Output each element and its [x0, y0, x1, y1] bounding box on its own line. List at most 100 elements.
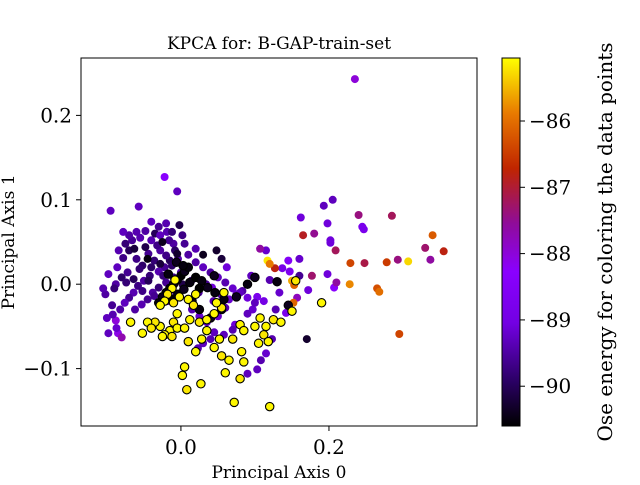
- data-point: [196, 334, 207, 344]
- data-point: [121, 239, 130, 248]
- data-point: [323, 270, 332, 279]
- data-point: [319, 201, 328, 210]
- data-point: [165, 236, 174, 245]
- data-point: [179, 284, 189, 295]
- data-point: [421, 243, 430, 252]
- y-axis: 0.2 0.1 0.0 −0.1: [23, 103, 81, 381]
- data-point: [137, 328, 148, 338]
- data-point: [156, 231, 165, 240]
- data-point: [150, 256, 159, 265]
- data-point: [227, 334, 238, 344]
- data-point: [202, 314, 212, 325]
- data-point: [326, 238, 335, 247]
- data-point: [345, 280, 354, 289]
- data-point: [220, 368, 231, 378]
- data-point: [261, 321, 271, 332]
- data-point: [102, 314, 111, 322]
- data-point: [221, 278, 230, 287]
- data-point: [119, 227, 128, 236]
- data-point: [199, 263, 208, 272]
- data-point: [278, 264, 287, 273]
- data-point: [191, 258, 200, 267]
- data-point: [393, 255, 402, 264]
- data-point: [129, 275, 138, 284]
- data-point: [350, 75, 359, 84]
- y-tick-label: 0.2: [40, 103, 72, 127]
- data-point: [284, 256, 293, 265]
- data-point: [243, 309, 252, 318]
- data-point: [130, 244, 139, 253]
- data-point: [175, 221, 184, 230]
- data-point: [108, 301, 117, 310]
- data-point: [275, 288, 284, 297]
- data-point: [132, 254, 141, 263]
- data-point: [184, 250, 193, 259]
- colorbar-axis: −86 −87 −88 −89 −90: [520, 109, 571, 398]
- data-point: [242, 279, 253, 289]
- data-point: [168, 298, 179, 308]
- data-point: [178, 260, 188, 271]
- data-point: [359, 225, 368, 234]
- data-point: [162, 251, 171, 260]
- data-point: [178, 231, 187, 240]
- data-point: [185, 314, 195, 325]
- data-point: [150, 292, 159, 300]
- data-point: [202, 282, 213, 293]
- data-point: [209, 342, 219, 353]
- data-point: [119, 254, 128, 262]
- data-point: [219, 287, 229, 298]
- data-point: [271, 305, 280, 314]
- data-point: [172, 308, 182, 319]
- data-point: [310, 229, 319, 238]
- y-axis-label: Principal Axis 1: [0, 174, 19, 309]
- x-tick-label: 0.2: [313, 435, 345, 459]
- data-point: [113, 263, 122, 272]
- data-point: [146, 323, 157, 333]
- data-point: [217, 254, 226, 263]
- data-point: [211, 298, 222, 308]
- data-point: [144, 276, 153, 285]
- data-point: [331, 246, 340, 255]
- x-tick-label: 0.0: [165, 435, 197, 459]
- data-point: [375, 287, 384, 296]
- data-point: [123, 268, 132, 277]
- data-point: [272, 276, 282, 287]
- data-point: [157, 331, 168, 342]
- data-point: [141, 227, 150, 235]
- data-point: [199, 250, 208, 259]
- chart-title: KPCA for: B-GAP-train-set: [167, 34, 391, 54]
- data-point: [191, 244, 200, 253]
- data-point: [206, 335, 215, 344]
- data-point: [323, 219, 332, 228]
- data-point: [428, 231, 437, 240]
- data-point: [299, 231, 308, 240]
- data-point: [222, 263, 231, 272]
- colorbar-tick-label: −86: [529, 109, 571, 133]
- data-point: [147, 236, 156, 245]
- data-point: [382, 258, 391, 267]
- data-point: [265, 259, 274, 268]
- y-tick-label: 0.1: [40, 188, 72, 212]
- data-point: [214, 334, 225, 344]
- data-point: [137, 300, 146, 309]
- data-point: [426, 255, 435, 264]
- data-point: [190, 289, 201, 300]
- data-point: [147, 217, 156, 226]
- data-point: [117, 333, 126, 342]
- data-point: [239, 357, 249, 367]
- colorbar-tick-label: −87: [529, 175, 571, 199]
- data-point: [395, 330, 404, 338]
- data-point: [236, 346, 247, 357]
- data-point: [209, 271, 219, 281]
- data-point: [112, 324, 121, 333]
- data-point: [170, 275, 180, 285]
- data-point: [243, 369, 252, 378]
- data-point: [134, 202, 143, 211]
- data-point: [253, 338, 264, 349]
- data-point: [188, 300, 199, 311]
- data-point: [156, 259, 165, 268]
- data-point: [239, 325, 249, 336]
- data-point: [141, 243, 150, 252]
- data-point: [328, 195, 337, 204]
